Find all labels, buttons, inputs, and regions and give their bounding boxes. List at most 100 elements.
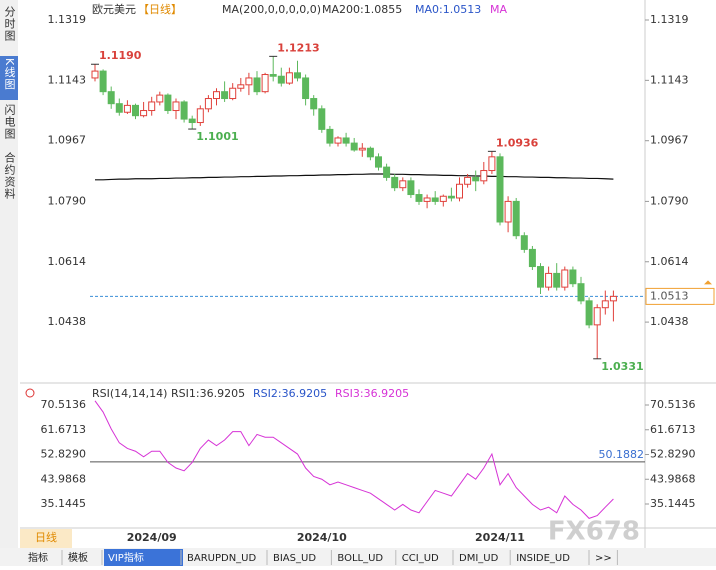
candle-body [285, 72, 293, 84]
candle-body [132, 104, 139, 117]
candle-body [156, 94, 164, 103]
candle-body [172, 101, 180, 112]
candle-body [537, 266, 544, 288]
candle-body [561, 269, 569, 288]
y-tick-label: 35.1445 [41, 497, 87, 510]
period-button[interactable]: 日线 [35, 530, 57, 544]
candle-body [391, 176, 399, 189]
candle-body [431, 197, 439, 202]
candle-body [277, 75, 285, 84]
candle-body [480, 170, 488, 182]
candle-body [577, 283, 585, 302]
tab[interactable]: BOLL_UD [337, 553, 383, 564]
candle-body [528, 248, 536, 268]
y-tick-label: 1.0614 [48, 255, 87, 268]
sidebar-item[interactable]: 合约资料 [3, 151, 16, 200]
rsi1: RSI1:36.9205 [171, 387, 245, 400]
rsi-setting: RSI(14,14,14) [92, 387, 167, 400]
y-tick-label-right: 1.0967 [650, 134, 689, 147]
y-tick-label-right: 52.8290 [650, 448, 696, 461]
reference-label: 50.1882 [599, 448, 645, 461]
candle-body [375, 156, 382, 168]
candle-body [302, 77, 310, 100]
y-tick-label: 1.0967 [48, 134, 87, 147]
tab[interactable]: 模板 [68, 551, 88, 564]
candle-body [415, 194, 423, 202]
y-tick-label: 52.8290 [41, 448, 87, 461]
candle-body [196, 108, 204, 124]
candle-body [188, 118, 196, 124]
candle-body [520, 235, 528, 250]
candle-body [512, 200, 520, 237]
ma: MA [490, 3, 507, 16]
y-tick-label-right: 1.0438 [650, 315, 689, 328]
candle-body [350, 142, 358, 151]
candle-body [601, 300, 609, 309]
candle-body [334, 137, 342, 144]
candle-body [399, 180, 407, 189]
candle-body [342, 137, 350, 144]
candle-body [253, 77, 261, 93]
candle-body [439, 195, 447, 202]
sidebar [0, 0, 18, 548]
sidebar-item[interactable]: 闪电图 [3, 103, 16, 140]
tab[interactable]: 指标 [28, 551, 48, 564]
sidebar-item[interactable]: 分时图 [3, 6, 16, 42]
candle-body [423, 197, 431, 202]
ma200: MA200:1.0855 [322, 3, 402, 16]
y-tick-label-right: 35.1445 [650, 497, 696, 510]
candle-body [115, 103, 123, 113]
candle-body [447, 195, 455, 199]
y-tick-label: 70.5136 [41, 398, 87, 411]
candle-body [107, 91, 115, 105]
candle-body [593, 307, 601, 326]
tab[interactable]: CCI_UD [402, 553, 439, 564]
tab[interactable]: DMI_UD [459, 553, 499, 564]
rsi-icon [25, 388, 35, 398]
candle-body [358, 147, 366, 151]
ma0: MA0:1.0513 [415, 3, 481, 16]
candle-body [472, 176, 480, 182]
y-tick-label-right: 61.6713 [650, 423, 696, 436]
tab[interactable]: BIAS_UD [273, 553, 316, 564]
candle-body [245, 77, 253, 86]
candle-body [545, 272, 553, 288]
candle-body [269, 74, 277, 77]
tab[interactable]: INSIDE_UD [516, 553, 570, 564]
y-tick-label-right: 70.5136 [650, 398, 696, 411]
rsi-line [94, 400, 614, 519]
last-price-arrow [704, 280, 712, 285]
candle-body [294, 72, 301, 79]
x-tick-label: 2024/09 [127, 531, 177, 544]
candle-body [383, 166, 391, 178]
annotation: 1.0331 [601, 360, 643, 373]
last-price-box [645, 287, 715, 305]
candle-body [569, 269, 577, 285]
annotation: 1.1213 [277, 41, 319, 54]
candle-body [585, 300, 593, 326]
watermark: FX678 [548, 517, 640, 547]
annotation: 1.1190 [99, 49, 142, 62]
y-tick-label: 1.1319 [48, 13, 87, 26]
candle-body [229, 87, 237, 100]
candle-body [310, 98, 318, 110]
candle-body [140, 110, 148, 117]
tab[interactable]: >> [595, 553, 612, 564]
candle-body [456, 183, 463, 199]
y-tick-label: 43.9868 [41, 472, 87, 485]
annotation: 1.1001 [196, 130, 238, 143]
period: 【日线】 [138, 2, 182, 16]
y-tick-label: 1.0438 [48, 315, 87, 328]
candle-body [496, 156, 504, 223]
tab[interactable]: BARUPDN_UD [187, 553, 256, 564]
rsi2: RSI2:36.9205 [253, 387, 327, 400]
y-tick-label: 61.6713 [41, 423, 87, 436]
annotation: 1.0936 [496, 136, 539, 149]
candle-body [221, 91, 229, 100]
sidebar-item[interactable]: K线图 [3, 58, 16, 90]
candle-body [148, 101, 156, 112]
tab[interactable]: VIP指标 [108, 551, 144, 564]
candle-body [261, 74, 269, 93]
candle-body [164, 94, 172, 112]
